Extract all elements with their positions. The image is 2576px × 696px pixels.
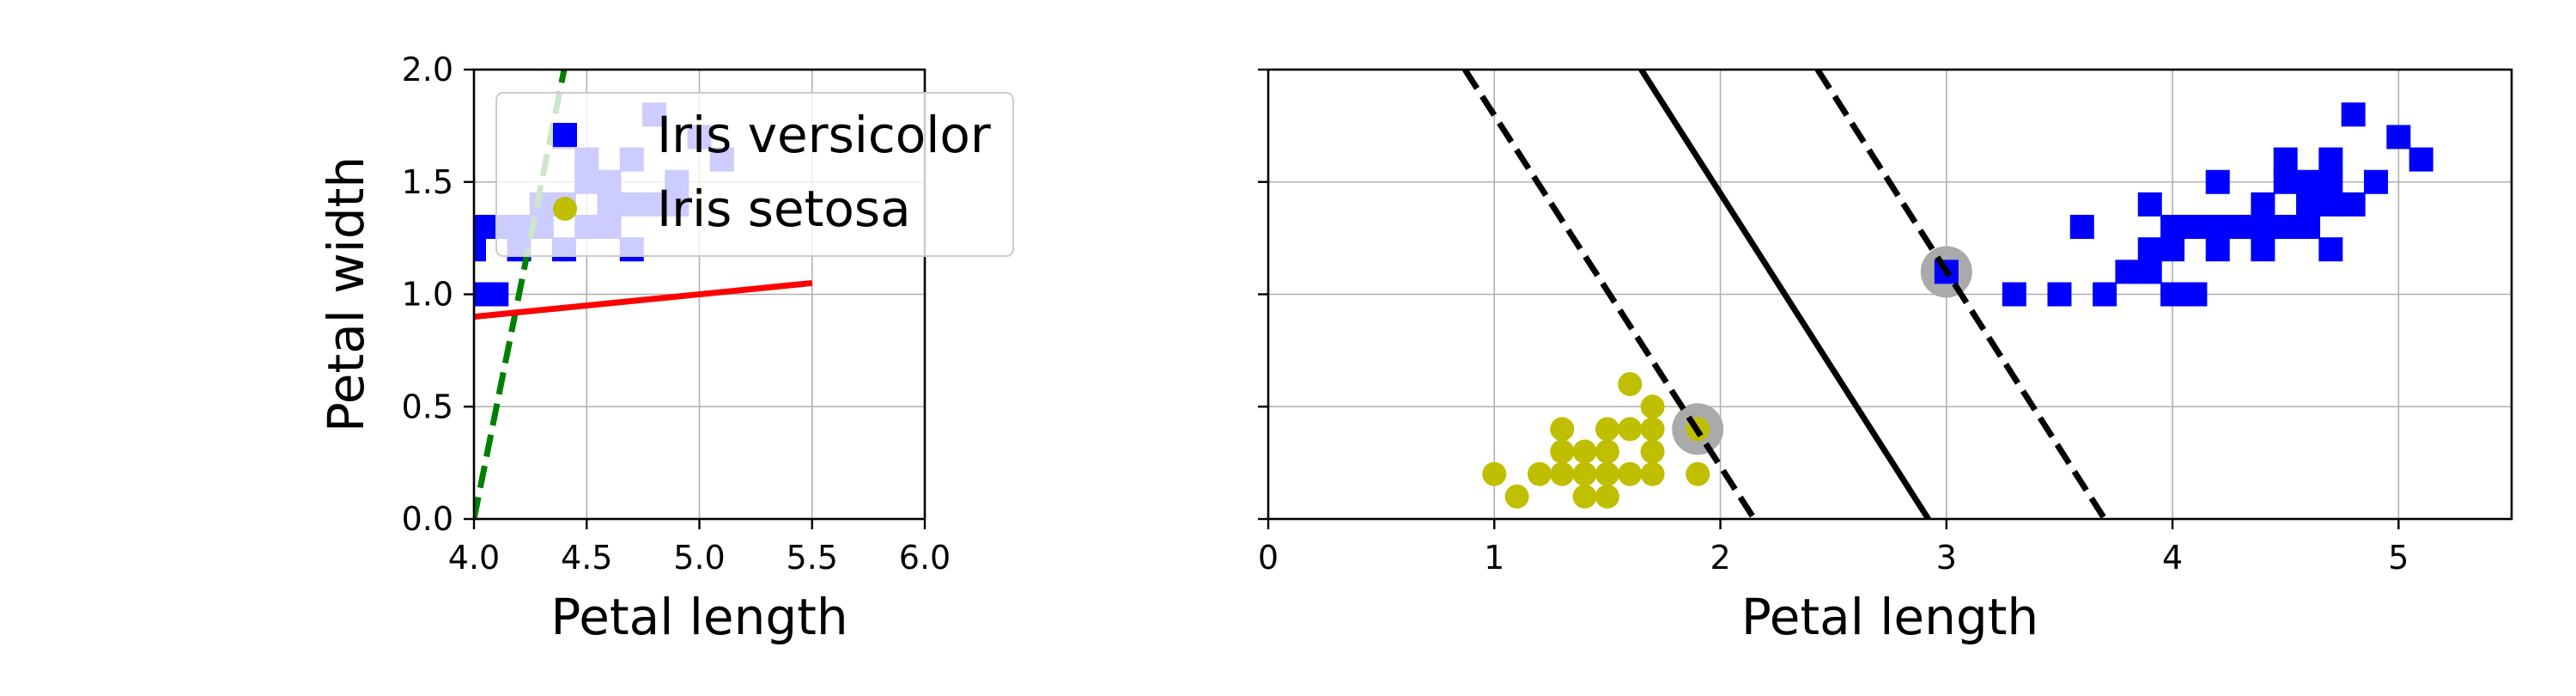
versicolor-point <box>2251 192 2275 217</box>
setosa-point <box>1550 461 1575 486</box>
x-tick-label: 5.5 <box>787 539 838 577</box>
x-tick-label: 6.0 <box>899 539 951 577</box>
versicolor-point <box>2183 215 2208 240</box>
legend-label: Iris setosa <box>657 180 911 238</box>
setosa-point <box>1686 461 1710 486</box>
setosa-point <box>1618 372 1643 397</box>
legend: Iris versicolor Iris setosa <box>495 92 1014 257</box>
dashed-boundary-line <box>1814 70 2108 519</box>
setosa-point <box>1640 417 1665 442</box>
y-tick-label: 1.5 <box>402 163 453 201</box>
versicolor-point <box>2251 215 2275 240</box>
versicolor-point <box>2137 237 2162 262</box>
x-axis-label: Petal length <box>550 588 848 646</box>
versicolor-point <box>2296 215 2321 240</box>
y-tick-label: 0.5 <box>402 388 453 425</box>
plot-frame <box>1267 68 2513 521</box>
setosa-point <box>1572 461 1597 486</box>
y-tick-label: 2.0 <box>402 51 453 89</box>
y-axis-label: Petal width <box>317 156 375 432</box>
setosa-point <box>1595 461 1619 486</box>
x-axis-label: Petal length <box>1741 588 2038 646</box>
plot-frame <box>472 68 927 521</box>
x-tick-label: 2 <box>1710 539 1730 577</box>
versicolor-point <box>2273 169 2298 194</box>
x-tick-label: 4 <box>2162 539 2183 577</box>
versicolor-point <box>2047 282 2072 307</box>
versicolor-point <box>2205 169 2230 194</box>
x-tick-label: 5 <box>2388 539 2409 577</box>
setosa-point <box>1572 439 1597 464</box>
versicolor-point <box>2115 259 2140 284</box>
versicolor-point <box>2273 147 2298 172</box>
setosa-point <box>1482 461 1507 486</box>
left-panel: 4.0 4.5 5.0 5.5 6.0 0.0 0.5 1.0 1.5 2.0 Petal leng… <box>317 51 1014 646</box>
legend-circle-marker <box>553 197 577 221</box>
versicolor-point <box>474 215 486 240</box>
versicolor-point <box>2137 259 2162 284</box>
versicolor-point <box>2341 192 2366 217</box>
versicolor-point <box>2364 169 2389 194</box>
versicolor-point <box>2273 215 2298 240</box>
versicolor-point <box>2205 237 2230 262</box>
legend-label: Iris versicolor <box>657 106 991 164</box>
setosa-point <box>1618 417 1643 442</box>
dashed-boundary-line <box>1462 70 1757 519</box>
versicolor-point <box>2093 282 2117 307</box>
versicolor-point <box>2160 215 2185 240</box>
y-tick-label: 1.0 <box>402 276 453 314</box>
right-panel: 0 1 2 3 4 5 Petal length <box>1258 68 2513 646</box>
versicolor-point <box>2318 169 2343 194</box>
solid-boundary-line <box>474 279 813 321</box>
versicolor-point <box>2137 192 2162 217</box>
x-tick-label: 0 <box>1258 539 1279 577</box>
versicolor-point <box>2251 237 2275 262</box>
versicolor-point <box>2296 169 2321 194</box>
versicolor-point <box>2318 147 2343 172</box>
versicolor-point <box>474 237 486 262</box>
versicolor-point <box>2409 147 2433 172</box>
setosa-point <box>1640 461 1665 486</box>
setosa-point <box>1527 461 1552 486</box>
x-tick-label: 4.0 <box>448 539 500 577</box>
versicolor-point <box>2386 125 2411 150</box>
versicolor-point <box>2069 215 2094 240</box>
x-tick-label: 4.5 <box>561 539 612 577</box>
legend-box <box>495 92 1014 257</box>
solid-boundary-line <box>1638 70 1931 519</box>
versicolor-point <box>2296 192 2321 217</box>
x-tick-label: 1 <box>1484 539 1504 577</box>
versicolor-point <box>2341 102 2366 127</box>
setosa-point <box>1595 439 1619 464</box>
setosa-point <box>1640 394 1665 419</box>
versicolor-point <box>2002 282 2026 307</box>
versicolor-point <box>474 282 486 307</box>
x-tick-label: 5.0 <box>673 539 725 577</box>
versicolor-point <box>2160 282 2185 307</box>
setosa-point <box>1572 484 1597 509</box>
setosa-point <box>1550 417 1575 442</box>
y-tick-label: 0.0 <box>402 500 453 538</box>
versicolor-point <box>2183 282 2208 307</box>
setosa-point <box>1640 439 1665 464</box>
setosa-point <box>1595 417 1619 442</box>
legend-square-marker <box>553 123 577 147</box>
versicolor-point <box>2205 215 2230 240</box>
setosa-point <box>1504 484 1529 509</box>
versicolor-point <box>2318 192 2343 217</box>
setosa-point <box>1550 439 1575 464</box>
setosa-point <box>1595 484 1619 509</box>
x-tick-label: 3 <box>1936 539 1957 577</box>
plot-area <box>1462 70 2433 519</box>
versicolor-point <box>2228 215 2253 240</box>
setosa-point <box>1618 461 1643 486</box>
versicolor-point <box>2160 237 2185 262</box>
versicolor-point <box>484 282 509 307</box>
versicolor-point <box>2318 237 2343 262</box>
